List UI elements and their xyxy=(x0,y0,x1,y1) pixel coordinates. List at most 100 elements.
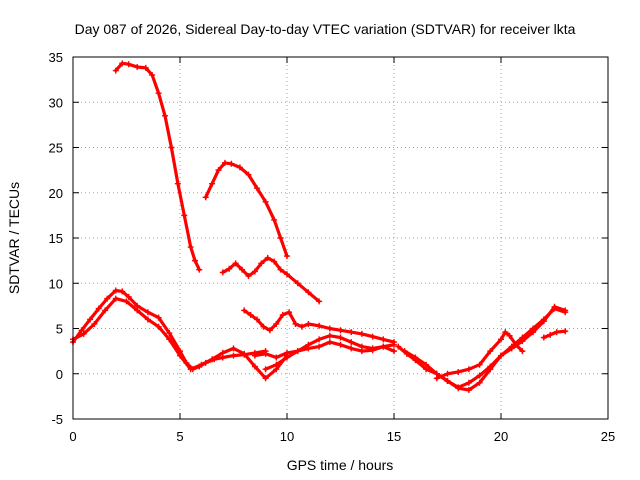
data-point xyxy=(149,72,156,79)
data-point xyxy=(95,305,102,312)
data-point xyxy=(144,316,151,323)
data-point xyxy=(326,332,333,339)
data-point xyxy=(166,330,173,337)
series-arc-6 xyxy=(70,295,290,382)
data-point xyxy=(230,345,237,352)
data-point xyxy=(305,289,312,296)
data-point xyxy=(433,375,440,382)
data-point xyxy=(258,260,265,267)
data-point xyxy=(144,309,151,316)
data-point xyxy=(284,354,290,361)
x-tick-label: 10 xyxy=(280,429,294,444)
data-point xyxy=(262,375,269,382)
data-point xyxy=(298,323,305,330)
data-point xyxy=(209,180,216,187)
y-tick-label: -5 xyxy=(51,412,63,427)
data-point xyxy=(465,387,472,394)
data-point xyxy=(540,334,547,341)
data-point xyxy=(506,332,513,339)
data-point xyxy=(369,345,376,352)
data-point xyxy=(125,293,132,300)
data-point xyxy=(508,345,515,352)
data-point xyxy=(530,329,537,336)
data-point xyxy=(277,235,284,241)
data-point xyxy=(215,167,222,174)
y-tick-label: 0 xyxy=(56,367,63,382)
data-point xyxy=(316,336,323,343)
data-point xyxy=(221,159,228,166)
data-point xyxy=(162,112,169,119)
data-point xyxy=(181,212,188,219)
series-line xyxy=(71,288,268,371)
data-point xyxy=(423,361,430,368)
data-point xyxy=(251,352,258,359)
x-axis-label: GPS time / hours xyxy=(287,457,394,473)
data-point xyxy=(198,361,205,368)
data-point xyxy=(119,60,126,67)
data-point xyxy=(125,61,132,68)
data-point xyxy=(262,350,269,357)
data-point xyxy=(104,295,111,302)
data-point xyxy=(177,352,183,359)
data-point xyxy=(476,372,483,379)
data-point xyxy=(380,336,387,343)
data-point xyxy=(476,361,483,368)
data-point xyxy=(348,339,355,346)
data-point xyxy=(487,366,494,373)
data-point xyxy=(455,368,462,375)
data-point xyxy=(395,343,402,350)
data-point xyxy=(284,271,290,278)
data-point xyxy=(241,307,248,314)
x-tick-label: 20 xyxy=(494,429,508,444)
data-point xyxy=(562,307,569,314)
data-point xyxy=(512,341,519,348)
data-point xyxy=(241,350,248,357)
data-point xyxy=(254,316,261,323)
data-point xyxy=(547,331,554,338)
data-point xyxy=(540,318,547,325)
data-point xyxy=(444,377,451,384)
data-point xyxy=(294,280,301,287)
x-tick-label: 25 xyxy=(601,429,615,444)
data-point xyxy=(78,327,85,334)
axis-ticks: 0 5 10 15 20 25 -5 0 5 10 15 20 25 30 35 xyxy=(49,50,616,444)
data-point xyxy=(123,298,130,305)
series-arc-2 xyxy=(202,159,290,260)
data-point xyxy=(273,361,280,368)
x-tick-label: 15 xyxy=(387,429,401,444)
data-point xyxy=(286,309,293,316)
series-arc-4 xyxy=(241,307,397,346)
series-arc-8 xyxy=(262,332,397,373)
series-arc-1 xyxy=(112,60,203,273)
data-point xyxy=(279,311,286,318)
data-point xyxy=(260,323,267,330)
data-point xyxy=(476,379,483,386)
data-point xyxy=(134,63,141,70)
series-arc-12 xyxy=(540,328,569,341)
data-point xyxy=(209,356,216,363)
data-point xyxy=(316,322,323,329)
data-point xyxy=(401,348,408,355)
series-arc-3 xyxy=(219,254,323,305)
x-tick-label: 0 xyxy=(69,429,76,444)
data-point xyxy=(316,298,323,305)
data-point xyxy=(465,366,472,373)
data-point xyxy=(326,325,333,332)
data-point xyxy=(502,329,509,336)
data-point xyxy=(264,254,271,261)
data-point xyxy=(465,379,472,386)
series-line xyxy=(403,305,567,392)
data-point xyxy=(142,64,149,71)
data-point xyxy=(553,329,560,336)
y-tick-label: 30 xyxy=(49,95,63,110)
data-point xyxy=(262,366,269,373)
data-point xyxy=(232,260,239,267)
data-point xyxy=(266,327,273,334)
y-tick-label: 25 xyxy=(49,141,63,156)
data-point xyxy=(219,349,226,356)
y-tick-label: 10 xyxy=(49,276,63,291)
data-point xyxy=(196,266,203,273)
data-point xyxy=(380,343,387,350)
data-point xyxy=(247,311,254,318)
